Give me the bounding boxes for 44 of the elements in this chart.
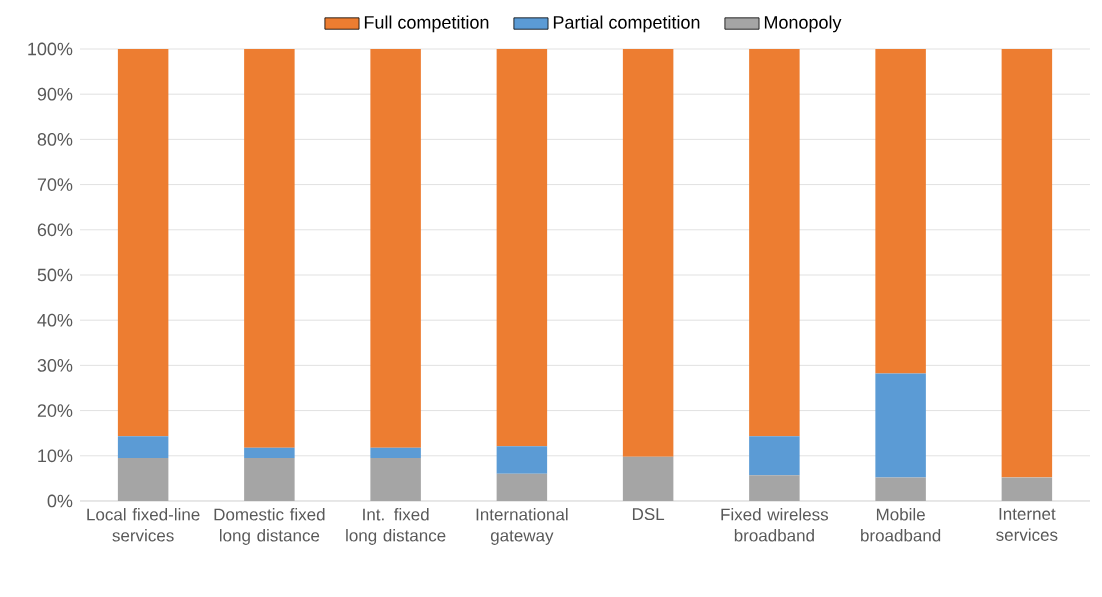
- bar: [1001, 48, 1053, 478]
- y-tick-label: 0%: [47, 494, 73, 508]
- bar: [496, 446, 548, 474]
- y-tick-label: 20%: [37, 404, 73, 417]
- bar: [496, 48, 548, 447]
- bar: [749, 475, 800, 501]
- y-tick-label: 10%: [38, 449, 73, 463]
- x-tick-label: Domestic fixed long distance: [214, 508, 325, 545]
- bar: [244, 447, 295, 459]
- bar: [875, 373, 926, 478]
- bar: [244, 458, 295, 501]
- y-tick-label: 30%: [37, 359, 73, 372]
- y-tick-label: 70%: [37, 178, 73, 191]
- bar: [370, 48, 421, 448]
- bar: [117, 436, 169, 459]
- y-tick-label: 100%: [28, 42, 73, 56]
- bar: [749, 48, 800, 437]
- y-tick-label: 50%: [37, 268, 73, 282]
- bar: [370, 447, 421, 459]
- x-tick-label: Fixed wireless broadband: [721, 508, 829, 542]
- y-tick-label: 80%: [37, 133, 73, 146]
- bar: [1001, 477, 1053, 501]
- y-tick-label: 40%: [37, 313, 73, 327]
- y-tick-label: 90%: [37, 87, 73, 101]
- x-tick-label: Int. fixed long distance: [346, 508, 446, 545]
- bar: [622, 456, 674, 501]
- bar: [117, 458, 169, 501]
- bar: [496, 473, 548, 501]
- x-tick-label: Mobile broadband: [861, 508, 941, 542]
- bar: [875, 477, 926, 501]
- bar: [117, 48, 169, 437]
- bar: [749, 436, 800, 476]
- x-tick-label: DSL: [632, 508, 665, 521]
- y-tick-label: 60%: [37, 223, 73, 237]
- legend-label: Partial competition: [553, 15, 700, 33]
- legend-label: Monopoly: [764, 15, 842, 33]
- x-tick-label: International gateway: [476, 508, 568, 545]
- bar: [370, 458, 421, 501]
- legend-label: Full competition: [364, 15, 489, 33]
- x-tick-label: Internet services: [996, 508, 1058, 541]
- bar: [244, 48, 295, 448]
- bar: [622, 48, 674, 457]
- x-tick-label: Local fixed-line services: [87, 508, 200, 542]
- bar: [875, 48, 926, 374]
